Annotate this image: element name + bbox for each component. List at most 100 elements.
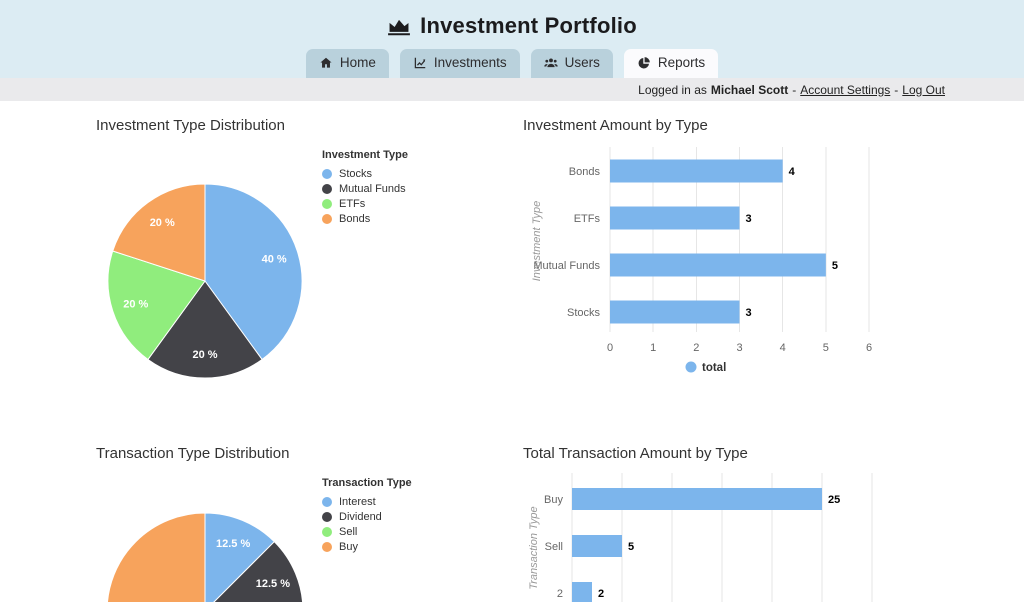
app-header: Investment Portfolio Home Investments User… bbox=[0, 0, 1024, 78]
value-label: 5 bbox=[628, 541, 634, 553]
chart-title: Total Transaction Amount by Type bbox=[523, 445, 748, 462]
app-title: Investment Portfolio bbox=[420, 13, 637, 38]
bar-mutual-funds[interactable] bbox=[610, 253, 826, 277]
legend-marker bbox=[322, 183, 332, 194]
tab-label: Reports bbox=[657, 55, 706, 71]
x-tick-label: 0 bbox=[607, 342, 613, 354]
pie-slice-label: 12.5 % bbox=[256, 578, 290, 590]
bar-etfs[interactable] bbox=[610, 206, 740, 230]
pie-slice-bonds[interactable] bbox=[112, 183, 206, 282]
category-label: Mutual Funds bbox=[533, 260, 600, 272]
pie-slice-label: 20 % bbox=[150, 217, 175, 229]
tab-home[interactable]: Home bbox=[305, 49, 389, 78]
legend-item-etfs[interactable]: ETFs bbox=[322, 196, 408, 211]
pie-slice-stocks[interactable] bbox=[204, 183, 303, 360]
legend-item-mutual-funds[interactable]: Mutual Funds bbox=[322, 181, 408, 196]
pie-slice-label: 20 % bbox=[123, 298, 148, 310]
bar-sell[interactable] bbox=[572, 535, 622, 557]
chart-title: Investment Type Distribution bbox=[96, 117, 285, 134]
main-nav: Home Investments Users Reports bbox=[305, 49, 719, 78]
legend-marker bbox=[322, 526, 332, 537]
legend-label: Interest bbox=[339, 495, 376, 508]
legend-marker bbox=[322, 496, 332, 507]
tab-label: Home bbox=[339, 55, 376, 71]
chart-title: Transaction Type Distribution bbox=[96, 445, 290, 462]
legend-label: Bonds bbox=[339, 212, 371, 225]
tab-label: Investments bbox=[433, 55, 507, 71]
legend-label: Dividend bbox=[339, 510, 382, 523]
value-label: 5 bbox=[832, 260, 838, 272]
pie-slice-dividend[interactable] bbox=[205, 541, 304, 602]
chart-transaction-type-distribution bbox=[106, 512, 304, 602]
bar-2[interactable] bbox=[572, 582, 592, 602]
bar-bonds[interactable] bbox=[610, 159, 783, 183]
legend-label: total bbox=[702, 362, 726, 374]
legend-label: Buy bbox=[339, 540, 358, 553]
chart-total-transaction-amount-by-type bbox=[571, 473, 873, 602]
category-label: Sell bbox=[545, 541, 563, 553]
logout-link[interactable]: Log Out bbox=[902, 82, 945, 97]
legend-label: Sell bbox=[339, 525, 358, 538]
pie-slice-label: 12.5 % bbox=[216, 538, 250, 550]
tab-label: Users bbox=[564, 55, 600, 71]
value-label: 3 bbox=[746, 307, 752, 319]
legend-marker bbox=[322, 541, 332, 552]
legend-title: Transaction Type bbox=[322, 477, 412, 489]
x-tick-label: 5 bbox=[823, 342, 829, 354]
app-title-row: Investment Portfolio bbox=[387, 13, 637, 39]
pie-slice-label: 20 % bbox=[192, 349, 217, 361]
legend-item-total[interactable] bbox=[685, 361, 697, 373]
category-label: Stocks bbox=[567, 307, 601, 319]
logged-in-text: Logged in as bbox=[638, 82, 707, 97]
value-label: 4 bbox=[789, 166, 796, 178]
legend-item-buy[interactable]: Buy bbox=[322, 539, 412, 554]
legend-item-interest[interactable]: Interest bbox=[322, 494, 412, 509]
value-label: 2 bbox=[598, 588, 604, 600]
pie-legend: Transaction Type Interest Dividend Sell Buy bbox=[322, 477, 412, 554]
y-axis-title: Investment Type bbox=[531, 201, 543, 282]
x-tick-label: 1 bbox=[650, 342, 656, 354]
legend-marker bbox=[685, 361, 697, 373]
separator: - bbox=[792, 82, 797, 97]
x-tick-label: 6 bbox=[866, 342, 872, 354]
legend-label: Stocks bbox=[339, 167, 373, 180]
legend-item-bonds[interactable]: Bonds bbox=[322, 211, 408, 226]
legend-item-sell[interactable]: Sell bbox=[322, 524, 412, 539]
users-icon bbox=[543, 56, 558, 70]
tab-reports[interactable]: Reports bbox=[623, 49, 719, 78]
chart-investment-amount-by-type bbox=[609, 147, 870, 332]
y-axis-title: Transaction Type bbox=[528, 506, 540, 589]
pie-slice-buy[interactable] bbox=[106, 512, 206, 602]
legend-item-stocks[interactable]: Stocks bbox=[322, 166, 408, 181]
separator: - bbox=[894, 82, 899, 97]
pie-slice-label: 40 % bbox=[262, 254, 287, 266]
x-tick-label: 4 bbox=[780, 342, 786, 354]
category-label: Bonds bbox=[569, 166, 601, 178]
tab-investments[interactable]: Investments bbox=[399, 49, 520, 78]
pie-chart-icon bbox=[637, 56, 651, 70]
pie-slice-etfs[interactable] bbox=[107, 250, 206, 360]
legend-marker bbox=[322, 198, 332, 209]
pie-slice-interest[interactable] bbox=[204, 512, 275, 602]
x-tick-label: 3 bbox=[736, 342, 742, 354]
legend-marker bbox=[322, 213, 332, 224]
username: Michael Scott bbox=[710, 82, 789, 97]
legend-item-dividend[interactable]: Dividend bbox=[322, 509, 412, 524]
legend-label: Mutual Funds bbox=[339, 182, 406, 195]
pie-legend: Investment Type Stocks Mutual Funds ETFs Bon… bbox=[322, 149, 408, 226]
account-settings-link[interactable]: Account Settings bbox=[800, 82, 891, 97]
chart-line-icon bbox=[413, 56, 427, 70]
pie-slice-mutual-funds[interactable] bbox=[147, 280, 263, 379]
legend-marker bbox=[322, 168, 332, 179]
bar-stocks[interactable] bbox=[610, 300, 740, 324]
bar-buy[interactable] bbox=[572, 488, 822, 510]
category-label: Buy bbox=[544, 494, 563, 506]
category-label: 2 bbox=[557, 588, 563, 600]
legend-label: ETFs bbox=[339, 197, 366, 210]
legend-marker bbox=[322, 511, 332, 522]
legend-title: Investment Type bbox=[322, 149, 408, 161]
tab-users[interactable]: Users bbox=[530, 49, 613, 78]
value-label: 3 bbox=[746, 213, 752, 225]
category-label: ETFs bbox=[574, 213, 601, 225]
